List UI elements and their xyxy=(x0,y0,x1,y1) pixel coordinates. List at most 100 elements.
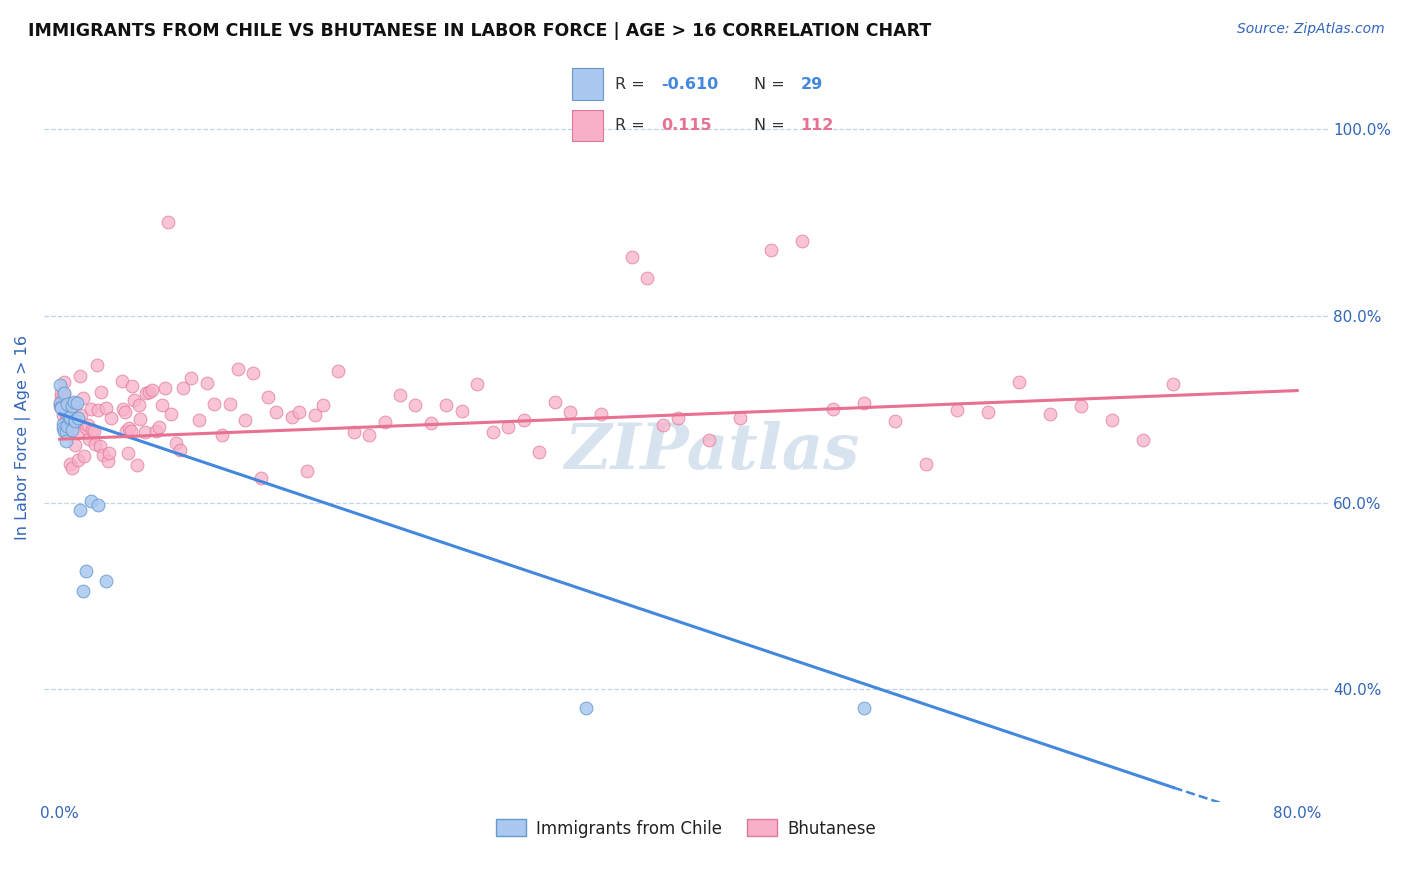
Point xyxy=(884,413,907,427)
Point xyxy=(51,400,73,414)
Point xyxy=(195,376,218,390)
Point xyxy=(121,379,143,393)
Point xyxy=(48,396,70,410)
Point xyxy=(75,421,97,435)
Point xyxy=(150,398,173,412)
Point xyxy=(56,409,79,424)
Point xyxy=(56,397,79,411)
Point xyxy=(53,424,76,438)
Point xyxy=(60,399,83,413)
Point xyxy=(58,411,80,425)
Point xyxy=(591,407,613,421)
Point xyxy=(89,439,111,453)
Point xyxy=(730,411,752,425)
Point xyxy=(1039,407,1062,421)
Point xyxy=(249,471,271,485)
Point xyxy=(77,433,100,447)
Point xyxy=(84,436,107,450)
Point xyxy=(67,411,90,425)
Point xyxy=(72,584,94,599)
Point xyxy=(58,396,80,410)
Point xyxy=(72,391,94,405)
Point xyxy=(62,395,84,409)
Point xyxy=(59,457,82,471)
Point xyxy=(165,435,187,450)
Point xyxy=(513,412,536,426)
Point xyxy=(59,410,82,425)
Text: ZIPatlas: ZIPatlas xyxy=(564,421,859,483)
Point xyxy=(187,413,209,427)
Point xyxy=(98,446,121,460)
Point xyxy=(94,574,117,588)
Point xyxy=(434,398,457,412)
Point xyxy=(55,434,77,449)
Point xyxy=(1008,375,1031,389)
Point xyxy=(153,381,176,395)
Point xyxy=(169,442,191,457)
Point xyxy=(48,396,70,410)
Text: R =: R = xyxy=(614,118,650,133)
Point xyxy=(1163,377,1185,392)
Point xyxy=(373,416,395,430)
Point xyxy=(853,701,876,715)
Point xyxy=(138,384,160,399)
Point xyxy=(498,420,520,434)
Point xyxy=(56,418,79,433)
Point xyxy=(117,445,139,459)
Point xyxy=(76,417,98,432)
Point xyxy=(977,405,1000,419)
Point xyxy=(129,412,152,426)
Point xyxy=(357,428,380,442)
Point xyxy=(63,438,86,452)
Point xyxy=(145,424,167,438)
Point xyxy=(652,417,675,432)
Point xyxy=(63,399,86,413)
Point xyxy=(75,564,97,578)
Point xyxy=(465,376,488,391)
Bar xyxy=(572,69,603,100)
Text: 0.115: 0.115 xyxy=(661,118,711,133)
Point xyxy=(226,362,249,376)
Point xyxy=(853,395,876,409)
Point xyxy=(97,453,120,467)
Point xyxy=(114,405,136,419)
Point xyxy=(1101,412,1123,426)
Point xyxy=(211,428,233,442)
Point xyxy=(637,271,659,285)
Point xyxy=(53,375,76,389)
Point xyxy=(118,421,141,435)
Text: -0.610: -0.610 xyxy=(661,77,718,92)
Point xyxy=(242,366,264,380)
Point xyxy=(946,403,969,417)
Point xyxy=(83,424,105,438)
Point xyxy=(218,397,240,411)
Text: R =: R = xyxy=(614,77,650,92)
Point xyxy=(51,385,73,400)
Point xyxy=(481,425,503,440)
Point xyxy=(86,359,108,373)
Point xyxy=(304,408,326,422)
Point xyxy=(53,387,76,401)
Point xyxy=(110,374,132,388)
Point xyxy=(761,244,783,258)
Legend: Immigrants from Chile, Bhutanese: Immigrants from Chile, Bhutanese xyxy=(489,813,883,844)
Point xyxy=(311,398,333,412)
Point xyxy=(90,385,112,400)
Point xyxy=(135,386,157,401)
Point xyxy=(1132,433,1154,447)
Point xyxy=(66,425,89,440)
Text: N =: N = xyxy=(754,77,790,92)
Point xyxy=(134,425,156,439)
Point xyxy=(62,417,84,431)
Bar xyxy=(572,110,603,141)
Point xyxy=(288,404,311,418)
Point xyxy=(52,409,75,423)
Point xyxy=(115,424,138,438)
Point xyxy=(450,404,472,418)
Point xyxy=(156,215,179,229)
Point xyxy=(128,399,150,413)
Point xyxy=(79,401,101,416)
Point xyxy=(51,401,73,416)
Point xyxy=(60,461,83,475)
Point xyxy=(544,394,567,409)
